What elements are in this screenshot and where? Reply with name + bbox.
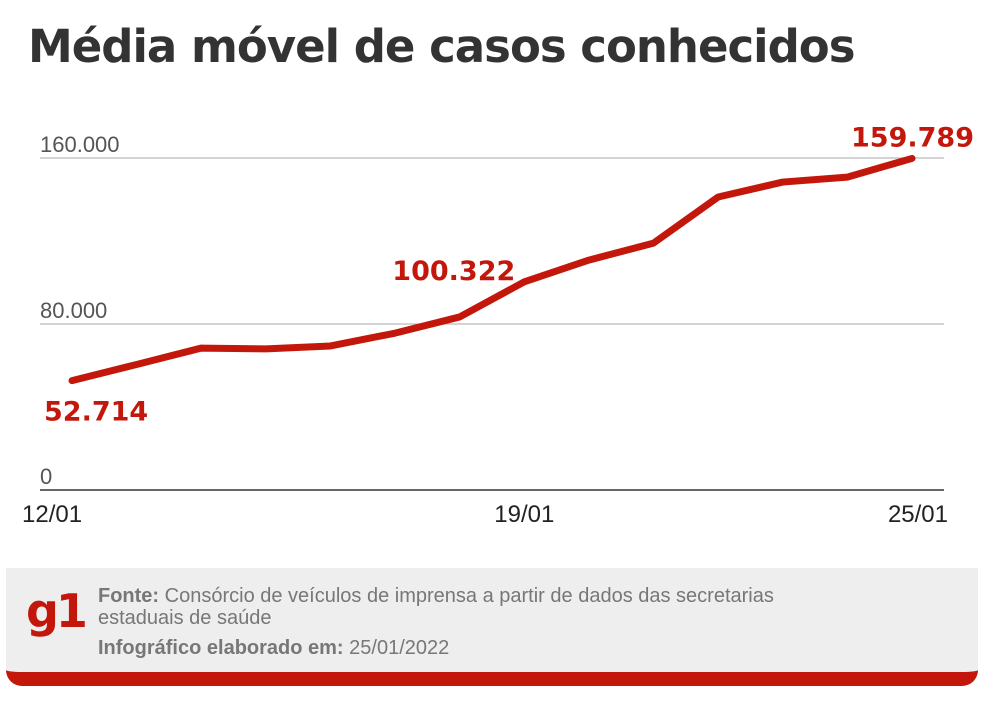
x-tick-label: 25/01 bbox=[888, 501, 948, 528]
line-chart: 0 80.000 160.000 12/01 19/01 25/01 52.714 100.… bbox=[22, 122, 974, 528]
y-tick-label: 80.000 bbox=[40, 298, 107, 323]
footer: g1 Fonte: Consórcio de veículos de impre… bbox=[6, 568, 978, 686]
data-label: 159.789 bbox=[851, 122, 974, 153]
made-line: Infográfico elaborado em: 25/01/2022 bbox=[98, 638, 449, 658]
source-text-2: estaduais de saúde bbox=[98, 607, 272, 629]
made-label: Infográfico elaborado em: bbox=[98, 637, 344, 659]
g1-logo: g1 bbox=[26, 584, 88, 638]
y-tick-label: 160.000 bbox=[40, 132, 120, 157]
source-text: Consórcio de veículos de imprensa a part… bbox=[164, 585, 774, 607]
source-label: Fonte: bbox=[98, 585, 160, 607]
made-date: 25/01/2022 bbox=[349, 637, 450, 659]
source-line: Fonte: Consórcio de veículos de imprensa… bbox=[98, 586, 774, 606]
data-label: 52.714 bbox=[44, 397, 148, 428]
series-line bbox=[68, 154, 916, 385]
x-tick-label: 19/01 bbox=[494, 501, 554, 528]
chart-title: Média móvel de casos conhecidos bbox=[28, 20, 856, 73]
y-tick-label: 0 bbox=[40, 464, 52, 489]
x-tick-label: 12/01 bbox=[22, 501, 82, 528]
data-label: 100.322 bbox=[392, 256, 515, 287]
